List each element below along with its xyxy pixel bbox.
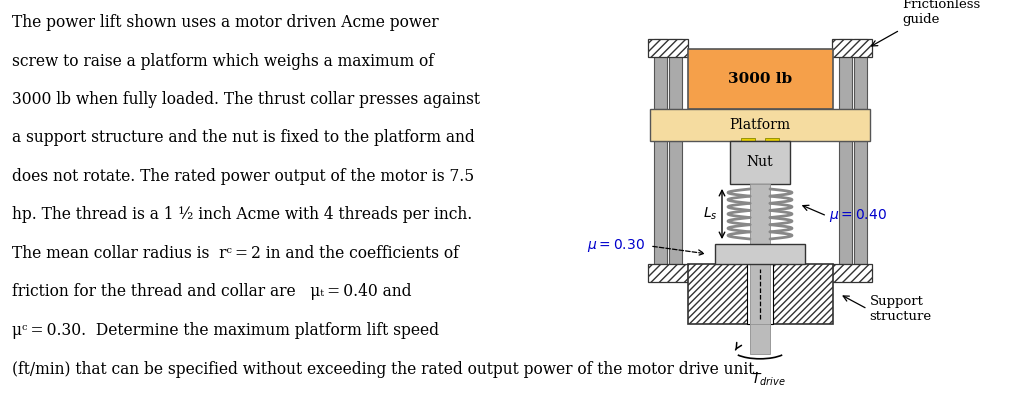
Bar	[839, 39, 852, 109]
Bar	[750, 264, 770, 324]
Text: hp. The thread is a 1 ½ inch Acme with 4 threads per inch.: hp. The thread is a 1 ½ inch Acme with 4…	[12, 207, 472, 223]
Bar	[669, 39, 682, 109]
Text: $\mu = 0.40$: $\mu = 0.40$	[829, 207, 887, 225]
Text: The power lift shown uses a motor driven Acme power: The power lift shown uses a motor driven…	[12, 14, 438, 31]
Text: 3000 lb: 3000 lb	[728, 72, 792, 86]
Text: $T_{\it{drive}}$: $T_{\it{drive}}$	[751, 372, 785, 388]
Text: screw to raise a platform which weighs a maximum of: screw to raise a platform which weighs a…	[12, 52, 434, 70]
Text: 3000 lb when fully loaded. The thrust collar presses against: 3000 lb when fully loaded. The thrust co…	[12, 91, 480, 108]
Bar	[669, 141, 682, 264]
Bar	[648, 39, 688, 57]
Bar	[831, 39, 872, 57]
Bar	[650, 109, 870, 141]
Bar	[746, 264, 773, 324]
Bar	[750, 184, 770, 244]
Text: Platform: Platform	[729, 118, 791, 132]
Text: μᶜ = 0.30.  Determine the maximum platform lift speed: μᶜ = 0.30. Determine the maximum platfor…	[12, 322, 439, 339]
Text: Support
structure: Support structure	[869, 295, 932, 323]
Text: friction for the thread and collar are   μₜ = 0.40 and: friction for the thread and collar are μ…	[12, 284, 412, 300]
Text: $L_s$: $L_s$	[703, 206, 718, 222]
Text: Frictionless
guide: Frictionless guide	[902, 0, 980, 26]
Text: does not rotate. The rated power output of the motor is 7.5: does not rotate. The rated power output …	[12, 168, 474, 185]
Bar	[715, 244, 805, 264]
Bar	[750, 324, 770, 354]
Text: $\mu = 0.30$: $\mu = 0.30$	[587, 238, 645, 254]
Bar	[648, 264, 688, 282]
Text: a support structure and the nut is fixed to the platform and: a support structure and the nut is fixed…	[12, 129, 475, 147]
Bar	[653, 141, 667, 264]
Bar	[853, 141, 866, 264]
Bar	[687, 264, 833, 324]
Bar	[839, 141, 852, 264]
Bar	[730, 141, 790, 184]
Bar	[653, 39, 667, 109]
Bar	[853, 39, 866, 109]
Bar	[741, 138, 755, 148]
Text: The mean collar radius is  rᶜ = 2 in and the coefficients of: The mean collar radius is rᶜ = 2 in and …	[12, 245, 459, 262]
Text: (ft/min) that can be specified without exceeding the rated output power of the m: (ft/min) that can be specified without e…	[12, 360, 760, 378]
Bar	[687, 49, 833, 109]
Bar	[831, 264, 872, 282]
Bar	[765, 138, 779, 148]
Text: Nut: Nut	[746, 155, 773, 170]
